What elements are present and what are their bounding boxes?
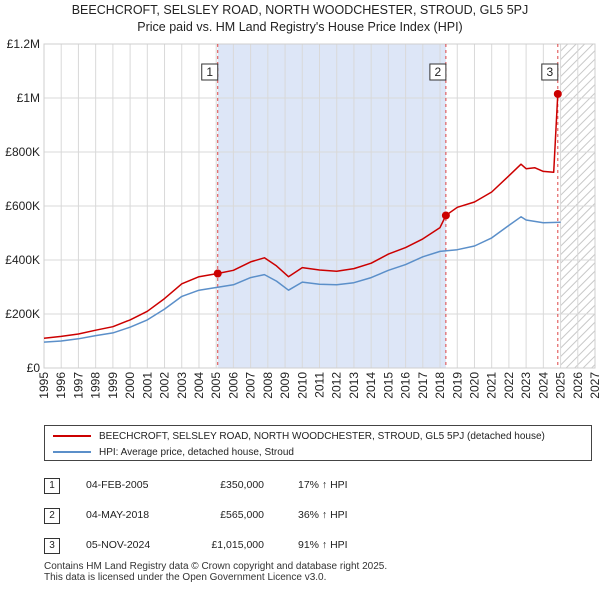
y-tick-label: £400K: [5, 253, 40, 267]
sale-point: [553, 89, 562, 98]
price-chart: BEECHCROFT, SELSLEY ROAD, NORTH WOODCHES…: [5, 3, 600, 399]
x-tick-label: 2024: [536, 372, 550, 399]
x-tick-label: 2020: [467, 372, 481, 399]
sale-label-box: [201, 63, 219, 81]
footer-attribution: Contains HM Land Registry data © Crown c…: [44, 561, 387, 583]
x-tick-label: 1996: [54, 372, 68, 399]
plot-frame: [43, 43, 596, 369]
y-tick-label: £600K: [5, 199, 40, 213]
sale-hpi-diff: 91% ↑ HPI: [298, 539, 348, 551]
x-tick-label: 2010: [295, 372, 309, 399]
x-tick-label: 2007: [244, 372, 258, 399]
sale-point: [213, 269, 222, 278]
sale-date: 04-MAY-2018: [86, 509, 150, 521]
property-series-line: [43, 91, 562, 340]
sale-number-badge: 1: [44, 478, 60, 494]
sale-point: [441, 211, 450, 220]
sale-label-text: 3: [546, 65, 553, 79]
x-tick-label: 2017: [416, 372, 430, 399]
sale-label-text: 1: [206, 65, 213, 79]
sale-label-text: 2: [435, 65, 442, 79]
x-tick-label: 1997: [71, 372, 85, 399]
sale-label-box: [541, 63, 559, 81]
x-tick-label: 1999: [106, 372, 120, 399]
x-tick-label: 2012: [330, 372, 344, 399]
x-tick-label: 2026: [571, 372, 585, 399]
x-axis: 1995 1996 1997 1998 1999 2000 2001 2002 2003 2004…: [37, 372, 600, 399]
x-tick-label: 1995: [37, 372, 51, 399]
sale-hpi-diff: 36% ↑ HPI: [298, 509, 348, 521]
legend-swatch-property: [53, 435, 91, 437]
sale-number-badge: 3: [44, 538, 60, 554]
x-tick-label: 2009: [278, 372, 292, 399]
x-tick-label: 2002: [158, 372, 172, 399]
footer-line-copyright: Contains HM Land Registry data © Crown c…: [44, 561, 388, 572]
series-layer: [43, 44, 562, 368]
grid-lines: [43, 43, 596, 369]
legend: BEECHCROFT, SELSLEY ROAD, NORTH WOODCHES…: [44, 425, 592, 461]
x-tick-label: 2003: [175, 372, 189, 399]
table-row: 2 04-MAY-2018 £565,000 36% ↑ HPI: [44, 506, 444, 528]
sale-number-badge: 2: [44, 508, 60, 524]
chart-title: BEECHCROFT, SELSLEY ROAD, NORTH WOODCHES…: [72, 3, 529, 17]
y-tick-label: £1.2M: [7, 37, 40, 51]
y-tick-label: £200K: [5, 307, 40, 321]
x-tick-label: 2006: [226, 372, 240, 399]
table-row: 3 05-NOV-2024 £1,015,000 91% ↑ HPI: [44, 536, 444, 558]
y-tick-label: £800K: [5, 145, 40, 159]
x-tick-label: 2023: [519, 372, 533, 399]
sale-hpi-diff: 17% ↑ HPI: [298, 479, 348, 491]
y-tick-label: £0: [27, 361, 41, 375]
x-tick-label: 2008: [261, 372, 275, 399]
y-tick-label: £1M: [17, 91, 40, 105]
x-tick-label: 2014: [364, 372, 378, 399]
x-tick-label: 2013: [347, 372, 361, 399]
sale-markers: 1 2 3: [201, 63, 562, 278]
chart-subtitle: Price paid vs. HM Land Registry's House …: [137, 20, 462, 34]
x-tick-label: 2022: [502, 372, 516, 399]
hpi-series-line: [43, 216, 561, 343]
x-tick-label: 2019: [450, 372, 464, 399]
x-tick-label: 2004: [192, 372, 206, 399]
x-tick-label: 2005: [209, 372, 223, 399]
x-tick-label: 2018: [433, 372, 447, 399]
x-tick-label: 2011: [313, 372, 327, 398]
x-tick-label: 1998: [89, 372, 103, 399]
sale-date: 04-FEB-2005: [86, 479, 149, 491]
x-tick-label: 2016: [399, 372, 413, 399]
legend-label-hpi: HPI: Average price, detached house, Stro…: [99, 446, 294, 458]
legend-item-hpi: HPI: Average price, detached house, Stro…: [53, 444, 294, 460]
x-tick-label: 2015: [381, 372, 395, 399]
x-tick-label: 2021: [485, 372, 499, 399]
x-tick-label: 2027: [588, 372, 600, 399]
sale-date: 05-NOV-2024: [86, 539, 151, 551]
x-tick-label: 2025: [554, 372, 568, 399]
legend-label-property: BEECHCROFT, SELSLEY ROAD, NORTH WOODCHES…: [99, 430, 545, 442]
legend-swatch-hpi: [53, 451, 91, 453]
sale-price: £565,000: [220, 509, 264, 521]
x-tick-label: 2000: [123, 372, 137, 399]
sale-label-box: [429, 63, 447, 81]
sale-price: £350,000: [220, 479, 264, 491]
table-row: 1 04-FEB-2005 £350,000 17% ↑ HPI: [44, 476, 444, 498]
sale-price: £1,015,000: [211, 539, 264, 551]
footer-line-licence: This data is licensed under the Open Gov…: [44, 572, 327, 583]
legend-item-property: BEECHCROFT, SELSLEY ROAD, NORTH WOODCHES…: [53, 428, 545, 444]
y-axis: £0 £200K £400K £600K £800K £1M £1.2M: [5, 37, 40, 375]
x-tick-label: 2001: [140, 372, 154, 399]
